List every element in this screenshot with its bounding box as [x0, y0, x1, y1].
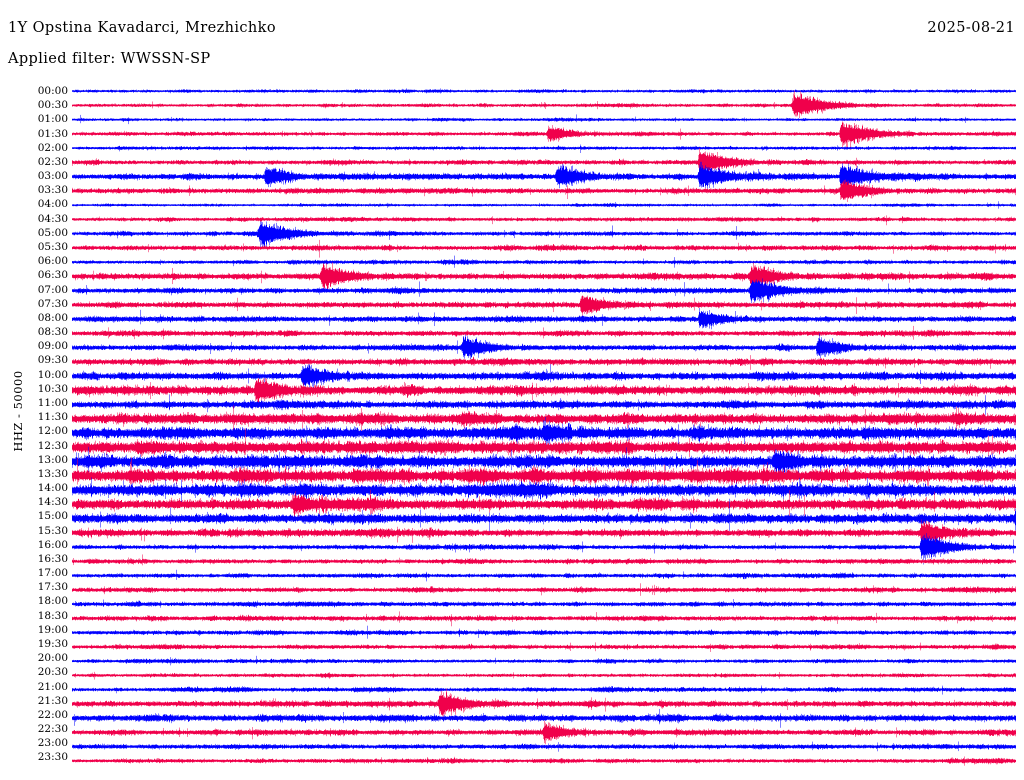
time-axis-label: 23:00	[37, 737, 68, 750]
time-axis-label: 23:30	[37, 751, 68, 764]
time-axis-label: 21:30	[37, 694, 68, 707]
time-axis-label: 19:30	[37, 638, 68, 651]
time-axis-label: 13:30	[37, 467, 68, 480]
time-axis-label: 11:00	[37, 396, 68, 409]
time-axis-label: 02:30	[37, 155, 68, 168]
time-axis-label: 15:00	[37, 510, 68, 523]
time-axis-label: 22:00	[37, 708, 68, 721]
time-axis-label: 14:30	[37, 496, 68, 509]
time-axis-label: 04:30	[37, 212, 68, 225]
time-axis-label: 15:30	[37, 524, 68, 537]
time-axis-label: 05:00	[37, 226, 68, 239]
time-axis-label: 09:00	[37, 340, 68, 353]
time-axis-label: 05:30	[37, 240, 68, 253]
time-axis-label: 04:00	[37, 198, 68, 211]
time-axis-label: 13:00	[37, 453, 68, 466]
time-axis-label: 07:00	[37, 283, 68, 296]
time-axis-label: 02:00	[37, 141, 68, 154]
time-axis-label: 19:00	[37, 623, 68, 636]
record-date: 2025-08-21	[927, 20, 1015, 36]
time-axis-label: 08:00	[37, 311, 68, 324]
time-axis-label: 16:30	[37, 552, 68, 565]
time-axis-label: 14:00	[37, 482, 68, 495]
time-axis-label: 22:30	[37, 723, 68, 736]
time-axis-label: 18:00	[37, 595, 68, 608]
time-axis-label: 12:30	[37, 439, 68, 452]
y-axis-label: HHZ - 50000	[0, 0, 25, 780]
time-axis-label: 12:00	[37, 425, 68, 438]
time-axis: 00:00 00:30 01:00 01:30 02:00 02:30 03:00 03:30…	[22, 0, 72, 780]
time-axis-label: 06:30	[37, 269, 68, 282]
applied-filter-label: Applied filter: WWSSN-SP	[8, 51, 211, 67]
time-axis-label: 11:30	[37, 411, 68, 424]
header: 1Y Opstina Kavadarci, Mrezhichko 2025-08…	[0, 0, 1024, 76]
helicorder-plot	[72, 84, 1016, 768]
time-axis-label: 06:00	[37, 255, 68, 268]
time-axis-label: 03:30	[37, 184, 68, 197]
time-axis-label: 10:30	[37, 382, 68, 395]
time-axis-label: 16:00	[37, 538, 68, 551]
time-axis-label: 01:00	[37, 113, 68, 126]
time-axis-label: 08:30	[37, 326, 68, 339]
helicorder-canvas	[72, 84, 1016, 768]
page-title: 1Y Opstina Kavadarci, Mrezhichko	[8, 20, 276, 36]
time-axis-label: 01:30	[37, 127, 68, 140]
time-axis-label: 17:00	[37, 567, 68, 580]
time-axis-label: 17:30	[37, 581, 68, 594]
time-axis-label: 03:00	[37, 170, 68, 183]
time-axis-label: 18:30	[37, 609, 68, 622]
time-axis-label: 20:00	[37, 652, 68, 665]
time-axis-label: 20:30	[37, 666, 68, 679]
time-axis-label: 00:30	[37, 99, 68, 112]
time-axis-label: 21:00	[37, 680, 68, 693]
time-axis-label: 10:00	[37, 368, 68, 381]
time-axis-label: 09:30	[37, 354, 68, 367]
time-axis-label: 00:00	[37, 85, 68, 97]
time-axis-label: 07:30	[37, 297, 68, 310]
